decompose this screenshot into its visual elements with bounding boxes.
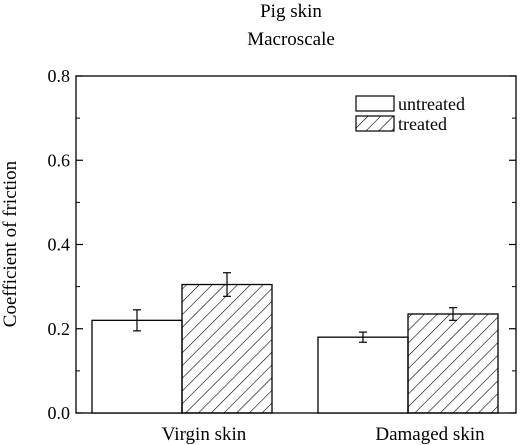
y-tick-label: 0.6 <box>48 150 71 170</box>
y-tick-label: 0.0 <box>48 403 71 423</box>
bar-untreated <box>91 319 183 414</box>
y-axis-label: Coefficient of friction <box>0 160 21 327</box>
y-tick-label: 0.8 <box>48 66 71 86</box>
chart-title: Pig skin <box>260 1 322 22</box>
y-tick-label: 0.2 <box>48 319 71 339</box>
x-tick-label: Damaged skin <box>375 424 485 445</box>
legend-label-untreated: untreated <box>398 94 465 114</box>
bar-untreated <box>317 336 409 414</box>
legend-swatch-untreated <box>355 95 395 112</box>
bar-treated <box>181 283 273 414</box>
legend-label-treated: treated <box>398 114 447 134</box>
y-tick-label: 0.4 <box>48 235 71 255</box>
chart-subtitle: Macroscale <box>247 29 335 50</box>
legend-swatch-treated <box>355 115 395 132</box>
plot-area: 0.0 0.2 0.4 0.6 0.8 Virgin skin Damaged skin <box>48 66 517 445</box>
x-tick-label: Virgin skin <box>162 424 247 445</box>
bar-treated <box>407 313 499 414</box>
